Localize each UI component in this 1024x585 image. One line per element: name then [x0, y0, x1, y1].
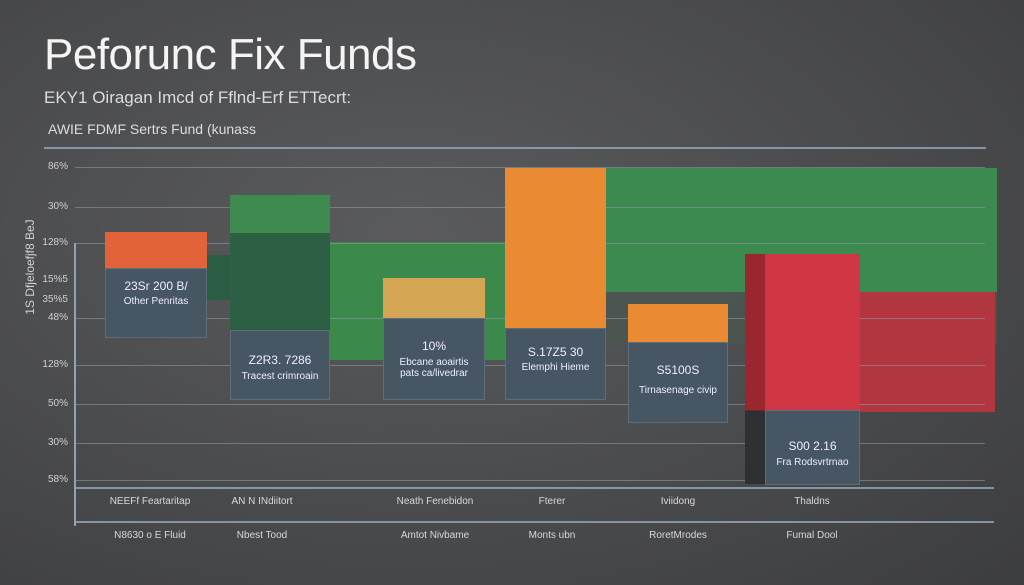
gridline — [75, 443, 985, 444]
bar-6-side — [745, 254, 765, 484]
bar-3-base: 10% Ebcane aoairtis pats ca/livedrar — [383, 318, 485, 400]
y-tick-label: 15%5 — [42, 274, 68, 285]
bar-3-top — [383, 278, 485, 318]
bar-1-base: 23Sr 200 B/Other Penritas — [105, 268, 207, 338]
x-tick-label: Thaldns — [794, 496, 830, 507]
top-rule — [44, 147, 986, 149]
bar-2-top — [230, 195, 330, 330]
x-tick-label: Neath Fenebidon — [396, 496, 474, 507]
x-tick-label: NEEFf Feartaritap — [109, 496, 191, 507]
bar-6-base: S00 2.16 Fra Rodsvrtrnao — [765, 410, 860, 485]
x-tick-label: AN N INdiitort — [231, 496, 293, 507]
y-tick-label: 48% — [47, 312, 68, 323]
y-tick-label: 128% — [42, 359, 68, 370]
y-tick-label: 128% — [42, 237, 68, 248]
x-tick-label: Monts ubn — [528, 530, 576, 541]
chart-subtitle: EKY1 Oiragan Imcd of Fflnd-Erf ETTecrt: — [44, 88, 352, 107]
x-axis-rule-2 — [74, 521, 994, 523]
x-tick-label: Amtot Nivbame — [400, 530, 470, 541]
chart-title: Peforunc Fix Funds — [44, 30, 417, 79]
y-axis-line — [74, 243, 76, 526]
y-tick-label: 50% — [47, 398, 68, 409]
bar-1-top — [105, 232, 207, 268]
band-red-right — [860, 292, 995, 412]
chart-caption: AWIE FDMF Sertrs Fund (kunass — [48, 121, 256, 137]
bar-4-base: S.17Z5 30 Elemphi Hieme — [505, 328, 606, 400]
bar-4-top — [505, 168, 606, 328]
bar-1-sub: Other Penritas — [123, 296, 189, 307]
bar-3-sub: Ebcane aoairtis pats ca/livedrar — [399, 357, 469, 379]
x-tick-label: Nbest Tood — [236, 530, 288, 541]
x-tick-label: Fterer — [538, 496, 566, 507]
bar-2-sub: Tracest crimroain — [241, 371, 319, 382]
x-axis-rule-1 — [74, 487, 994, 489]
band-dark-green-left — [207, 255, 231, 300]
bar-5-sub: Tirnasenage civip — [638, 385, 717, 396]
y-axis-label: 1S Dfjeloefjf8 BeJ — [23, 219, 37, 315]
bar-6-sub: Fra Rodsvrtrnao — [776, 457, 849, 468]
y-tick-label: 58% — [47, 474, 68, 485]
bar-6-annotation: S00 2.16 — [788, 439, 837, 453]
gridline — [75, 404, 985, 405]
bar-3-annotation: 10% — [421, 339, 447, 353]
bar-6-top — [765, 254, 860, 410]
y-tick-label: 86% — [47, 161, 68, 172]
bar-2-base: Z2R3. 7286 Tracest crimroain — [230, 330, 330, 400]
bar-2-annotation: Z2R3. 7286 — [248, 353, 312, 367]
y-tick-label: 30% — [47, 201, 68, 212]
bar-4-sub: Elemphi Hieme — [521, 362, 590, 373]
x-tick-label: N8630 o E Fluid — [114, 530, 186, 541]
x-tick-label: RoretMrodes — [649, 530, 707, 541]
bar-1-annotation: 23Sr 200 B/ — [124, 279, 188, 293]
x-tick-label: Fumal Dool — [786, 530, 838, 541]
bar-5-top — [628, 304, 728, 342]
gridline — [75, 480, 985, 481]
gridline — [75, 167, 985, 168]
bar-5-base: S5100S Tirnasenage civip — [628, 342, 728, 423]
y-tick-label: 30% — [47, 437, 68, 448]
bar-4-annotation: S.17Z5 30 — [527, 345, 584, 359]
bar-5-annotation: S5100S — [656, 363, 700, 377]
y-tick-label: 35%5 — [42, 294, 68, 305]
x-tick-label: Iviidong — [660, 496, 696, 507]
